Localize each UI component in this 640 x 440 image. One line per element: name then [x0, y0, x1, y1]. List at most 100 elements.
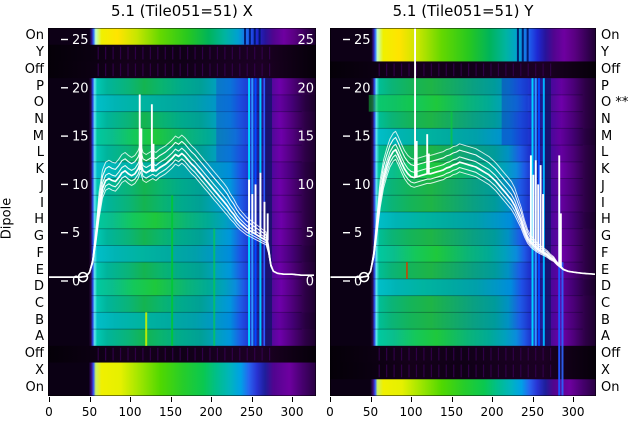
heatmap-row-G	[48, 228, 316, 247]
off-row-texture	[490, 364, 492, 378]
x-tick-label: 200	[199, 405, 223, 419]
panel-title-y: 5.1 (Tile051=51) Y	[392, 2, 534, 20]
dipole-row-label-left: D	[33, 279, 44, 295]
off-row-texture	[187, 63, 189, 77]
off-row-texture	[475, 364, 477, 378]
inner-ytick-label-right: 0	[306, 275, 314, 290]
off-row-texture	[453, 63, 455, 77]
x-tick-mark	[292, 397, 293, 402]
x-tick-label: 100	[118, 405, 142, 419]
off-row-texture	[460, 63, 462, 77]
dipole-row-label-right: I	[601, 195, 605, 211]
dipole-row-label-left: On	[25, 28, 44, 44]
dipole-row-label-right: On	[601, 379, 620, 395]
heatmap-row-H	[48, 212, 316, 230]
heatmap-row-N	[48, 111, 316, 129]
dipole-row-label-right: X	[601, 362, 610, 378]
line-start-marker	[77, 271, 89, 283]
off-row-texture	[482, 63, 485, 77]
off-row-texture	[497, 364, 500, 378]
off-row-texture	[520, 63, 522, 77]
line-series	[49, 162, 314, 278]
dipole-row-label-left: M	[32, 128, 44, 144]
dipole-row-label-right: G	[601, 229, 612, 245]
off-row-texture	[482, 364, 485, 378]
inner-ytick-label: 20	[72, 81, 89, 96]
off-row-texture	[438, 364, 440, 378]
off-row-texture	[453, 364, 455, 378]
heatmap-row-Off	[48, 345, 316, 364]
off-row-texture	[142, 46, 144, 60]
inner-ytick-label-right: 5	[306, 226, 314, 241]
inner-ytick-label: 15	[354, 130, 371, 145]
dipole-row-label-left: Off	[24, 346, 44, 362]
off-row-texture	[445, 63, 447, 77]
heatmap-stripe	[368, 94, 413, 112]
heatmap-stripe	[258, 28, 261, 45]
heatmap-row-A	[48, 329, 316, 347]
off-row-texture	[268, 63, 271, 77]
off-row-texture	[246, 347, 248, 361]
off-row-texture	[179, 46, 181, 60]
off-row-texture	[527, 347, 529, 361]
off-row-texture	[127, 46, 129, 60]
off-row-texture	[157, 46, 159, 60]
inner-ytick-label: 15	[72, 130, 89, 145]
dipole-row-label-left: H	[34, 212, 44, 228]
off-row-texture	[438, 63, 440, 77]
off-row-texture	[400, 63, 403, 77]
heatmap-row-D	[330, 278, 596, 297]
off-row-texture	[542, 364, 544, 378]
heatmap-row-J	[330, 178, 596, 196]
x-tick-label: 0	[45, 405, 53, 419]
off-row-texture	[209, 63, 211, 77]
off-row-texture	[194, 347, 196, 361]
off-row-texture	[393, 347, 395, 361]
x-tick-mark	[573, 397, 574, 402]
off-row-texture	[430, 347, 432, 361]
x-tick-label: 250	[521, 405, 544, 419]
heatmap-stripe	[450, 111, 453, 162]
off-row-texture	[490, 347, 492, 361]
heatmap-stripe	[213, 228, 216, 346]
line-series	[49, 158, 314, 278]
inner-ytick-label: 10	[72, 178, 89, 193]
off-row-texture	[142, 63, 144, 77]
off-row-texture	[393, 364, 395, 378]
off-row-texture	[378, 63, 380, 77]
panel-title-x: 5.1 (Tile051=51) X	[111, 2, 253, 20]
off-row-texture	[254, 46, 256, 60]
off-row-texture	[378, 347, 380, 361]
off-row-texture	[216, 347, 219, 361]
off-row-texture	[261, 46, 263, 60]
off-row-texture	[453, 347, 455, 361]
dipole-row-label-right: N	[601, 112, 611, 127]
x-tick-mark	[532, 397, 534, 402]
dipole-row-label-right: C	[601, 296, 611, 311]
dipole-row-label-right: Off	[601, 61, 621, 77]
dipole-row-label-right: L	[601, 145, 609, 161]
heatmap-row-I	[48, 195, 316, 213]
off-row-texture	[512, 347, 514, 361]
off-row-texture	[468, 364, 470, 378]
off-row-texture	[127, 347, 129, 361]
x-tick-label: 300	[280, 405, 304, 419]
heatmap-stripe	[406, 262, 408, 279]
dipole-row-label-left: F	[36, 245, 44, 261]
inner-ytick-label-right: 10	[297, 178, 314, 193]
off-row-texture	[505, 63, 507, 77]
heatmap-row-On	[330, 28, 596, 46]
x-tick-label: 200	[480, 405, 504, 419]
dipole-row-label-right: K	[601, 162, 610, 178]
off-row-texture	[386, 347, 388, 361]
x-tick-label: 150	[159, 405, 182, 419]
dipole-row-label-right: P	[601, 78, 609, 94]
dipole-row-label-left: G	[33, 229, 44, 245]
x-tick-label: 50	[81, 405, 98, 419]
off-row-texture	[119, 46, 122, 60]
off-row-texture	[127, 63, 129, 77]
off-row-texture	[268, 347, 271, 361]
heatmap-row-X	[48, 362, 316, 380]
heatmap-row-B	[330, 312, 596, 330]
